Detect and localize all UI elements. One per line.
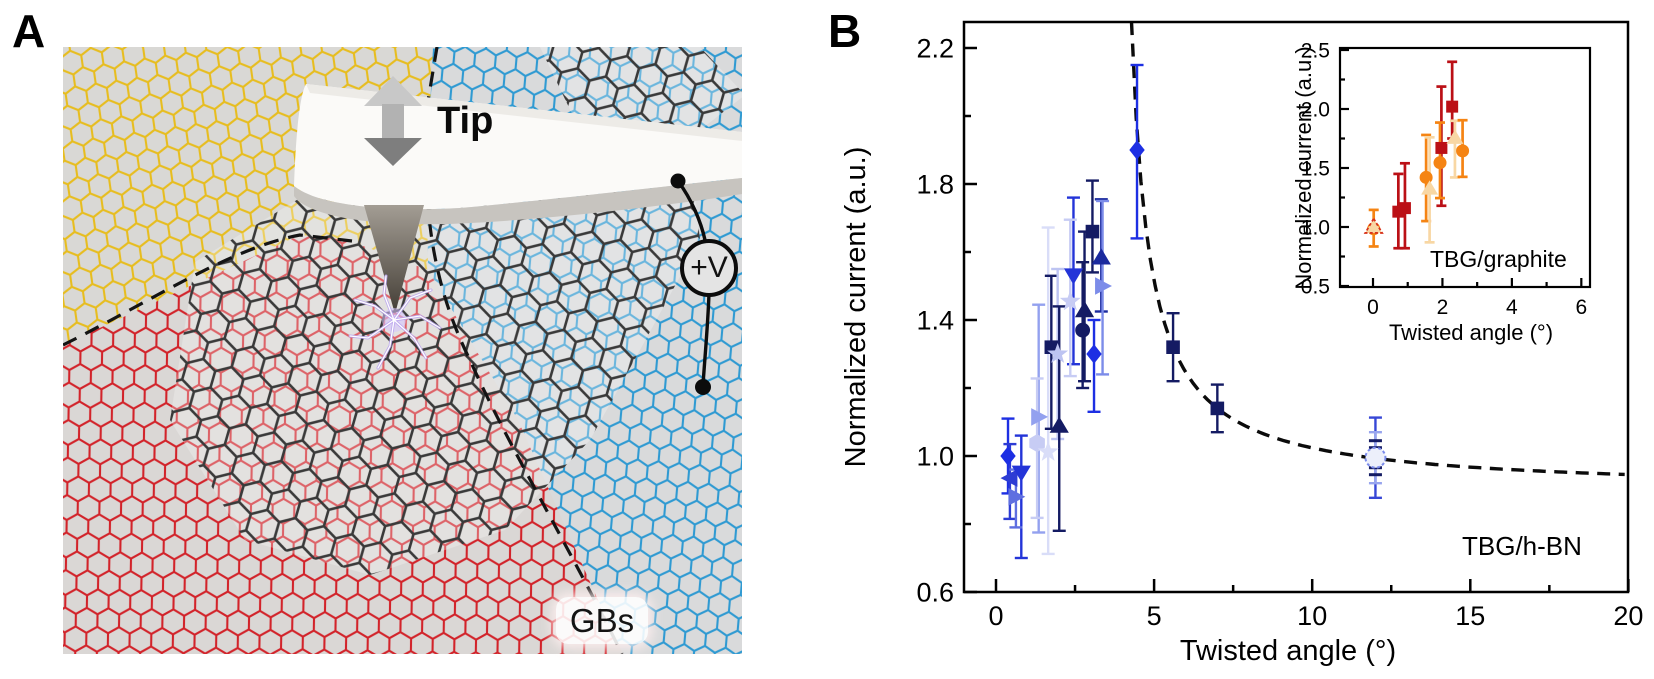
voltage-source-icon: +V [680, 239, 738, 297]
data-point-tri-up [1049, 416, 1069, 433]
panel-b-label: B [828, 5, 862, 57]
grain-boundaries-label: GBs [556, 597, 648, 644]
x-tick-label: 0 [988, 601, 1003, 631]
data-point-tri-down [1011, 465, 1031, 482]
tip-label: Tip [437, 100, 494, 142]
grain-boundary-dashed-lines [63, 47, 624, 654]
inset-annotation: TBG/graphite [1430, 246, 1567, 272]
data-point-tri-up [1074, 301, 1095, 318]
y-axis-label: Normalized current (a.u.) [840, 147, 872, 468]
y-tick-label: 2.2 [916, 33, 954, 63]
data-point-diamond [1086, 344, 1102, 364]
data-point-tri-up [1446, 129, 1464, 144]
data-point-circle [1419, 170, 1433, 184]
y-tick-label: 1.4 [916, 305, 954, 335]
data-point-square [1446, 100, 1459, 113]
panel-a-label: A [12, 5, 46, 57]
data-point-square [1166, 340, 1180, 354]
data-point-tri-up [1421, 180, 1439, 195]
data-point-square [1398, 202, 1411, 215]
x-axis-label: Twisted angle (°) [1180, 635, 1396, 667]
x-tick-label: 20 [1613, 601, 1643, 631]
data-point-tri-left [1000, 469, 1018, 487]
y-tick-label: 1.8 [916, 169, 954, 199]
data-point-circle [1456, 144, 1470, 158]
lightning-discharge-icon [348, 274, 442, 370]
data-point-circle [1433, 156, 1447, 170]
wire-contact-dot-bottom [695, 379, 711, 395]
panel-b-chart: 0 5 10 15 20 0.6 1.0 1.4 1.8 2.2 Twisted angle (°)… [810, 0, 1654, 679]
y-tick-label: 1.0 [916, 441, 954, 471]
fit-curve [1129, 22, 1625, 477]
data-point-square [1392, 205, 1405, 218]
data-point-tri-up [1091, 248, 1111, 265]
data-point-star [1047, 343, 1069, 363]
y-tick-label: 1.0 [1301, 216, 1330, 239]
data-point-square [1085, 224, 1100, 239]
data-points [1363, 100, 1470, 236]
y-tick-label: 1.5 [1301, 157, 1330, 180]
x-tick-label: 10 [1297, 601, 1327, 631]
error-bars [1368, 60, 1468, 250]
x-tick-label: 0 [1367, 296, 1379, 319]
y-axis-label: Normalized current (a.u.) [1291, 46, 1316, 289]
wire-contact-dot-top [670, 173, 686, 189]
data-point-star [1037, 440, 1059, 461]
x-tick-label: 4 [1506, 296, 1518, 319]
x-tick-label: 6 [1575, 296, 1587, 319]
y-tick-label: 2.5 [1301, 39, 1330, 62]
data-point-tri-right [1008, 488, 1026, 506]
x-tick-label: 15 [1455, 601, 1485, 631]
data-point-open-circle [1364, 446, 1387, 469]
x-axis-label: Twisted angle (°) [1389, 320, 1553, 345]
data-point-diamond [1000, 446, 1016, 466]
data-point-star [1059, 290, 1081, 311]
data-point-tri-right [1031, 408, 1049, 426]
data-points [1000, 140, 1387, 506]
error-bars [1001, 63, 1382, 560]
data-point-square [1435, 141, 1448, 154]
axis-box [962, 20, 1630, 594]
twisted-flake-top-patch [540, 47, 742, 138]
inset-scatter-plot: 0 2 4 6 0.5 1.0 1.5 2.0 2.5 Twisted angle (°) Norm… [1291, 39, 1592, 345]
tip-motion-arrow-icon [364, 76, 422, 166]
data-point-tri-right [1095, 277, 1112, 295]
main-plot-annotation: TBG/h-BN [1462, 531, 1582, 561]
data-point-triangle-dashed [1363, 216, 1384, 234]
twisted-graphene-flake [170, 168, 700, 575]
data-point-tri-down [1063, 268, 1084, 285]
data-point-hexagon [1029, 434, 1045, 453]
data-point-diamond [1129, 140, 1145, 160]
data-point-circle [1075, 322, 1091, 338]
y-tick-label: 2.0 [1301, 98, 1330, 121]
y-tick-label: 0.6 [916, 577, 954, 607]
panel-a-illustration [0, 0, 810, 679]
x-tick-label: 5 [1147, 601, 1162, 631]
x-tick-label: 2 [1437, 296, 1449, 319]
y-tick-label: 0.5 [1301, 275, 1330, 298]
afm-tip-cone [364, 205, 424, 314]
data-point-square [1210, 401, 1225, 416]
